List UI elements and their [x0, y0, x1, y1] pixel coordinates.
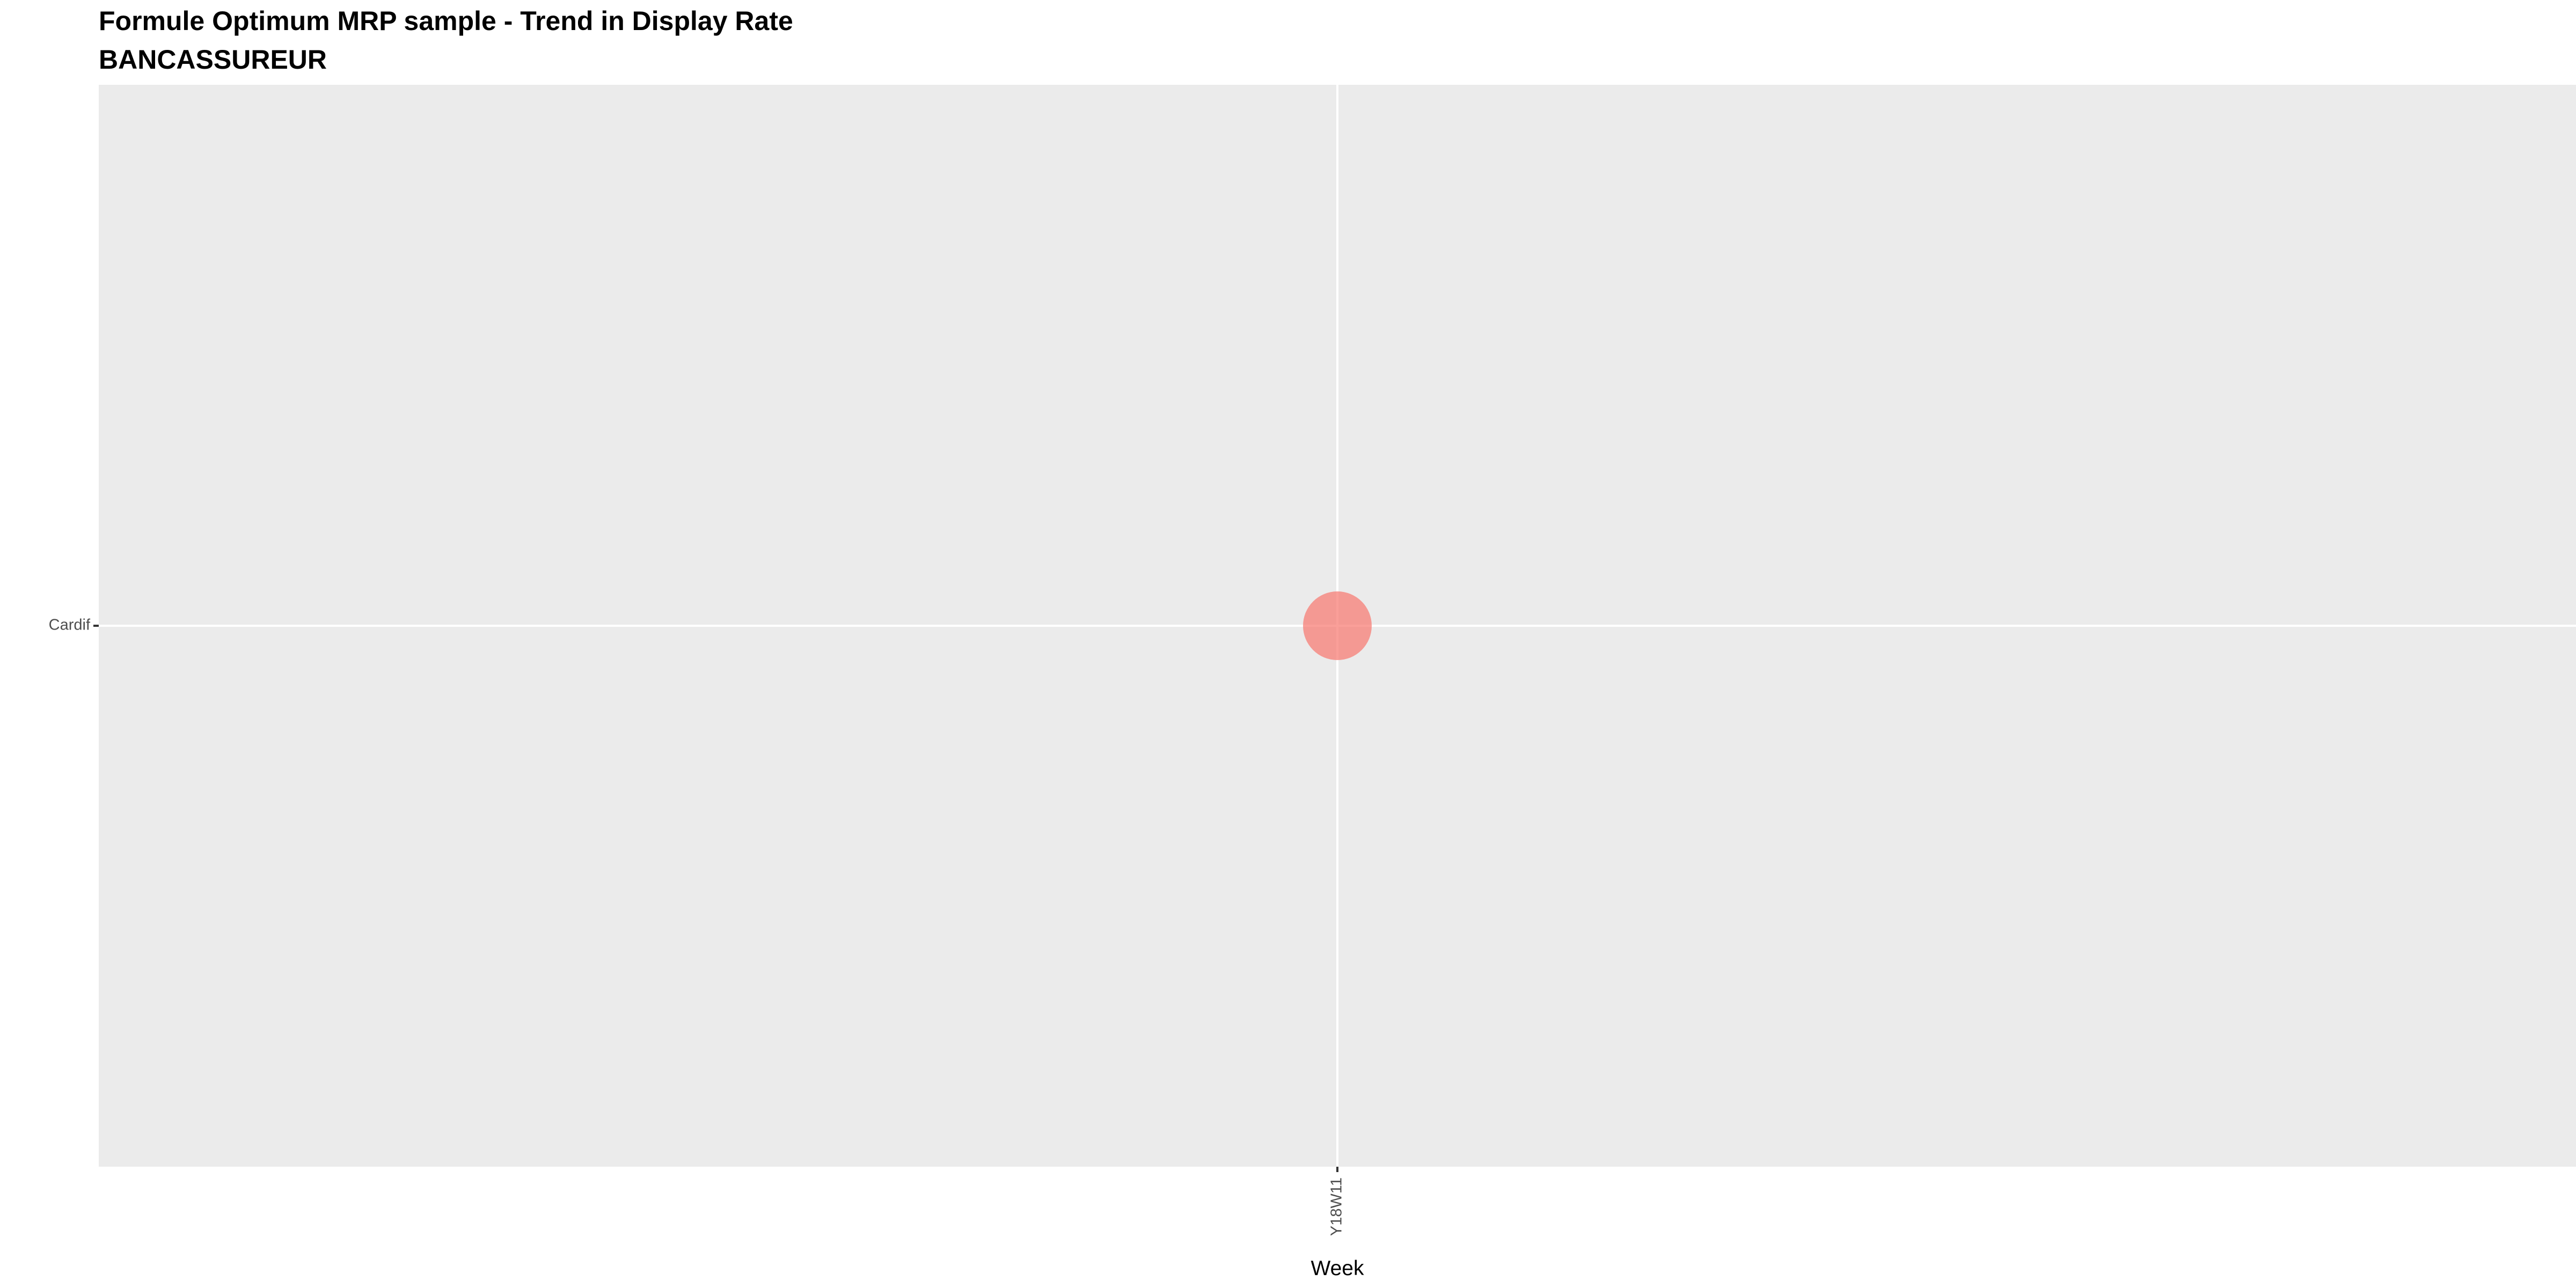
- y-tick-label: Cardif: [49, 617, 91, 634]
- y-axis: Cardif: [49, 617, 99, 634]
- chart-subtitle: BANCASSUREUR: [99, 45, 327, 75]
- chart-title: Formule Optimum MRP sample - Trend in Di…: [99, 6, 793, 36]
- x-tick-label: Y18W11: [1328, 1177, 1345, 1236]
- x-axis: Y18W11: [1328, 1167, 1345, 1236]
- data-point: [1303, 591, 1372, 660]
- x-axis-title: Week: [1311, 1257, 1364, 1280]
- data-points: [1303, 591, 1372, 660]
